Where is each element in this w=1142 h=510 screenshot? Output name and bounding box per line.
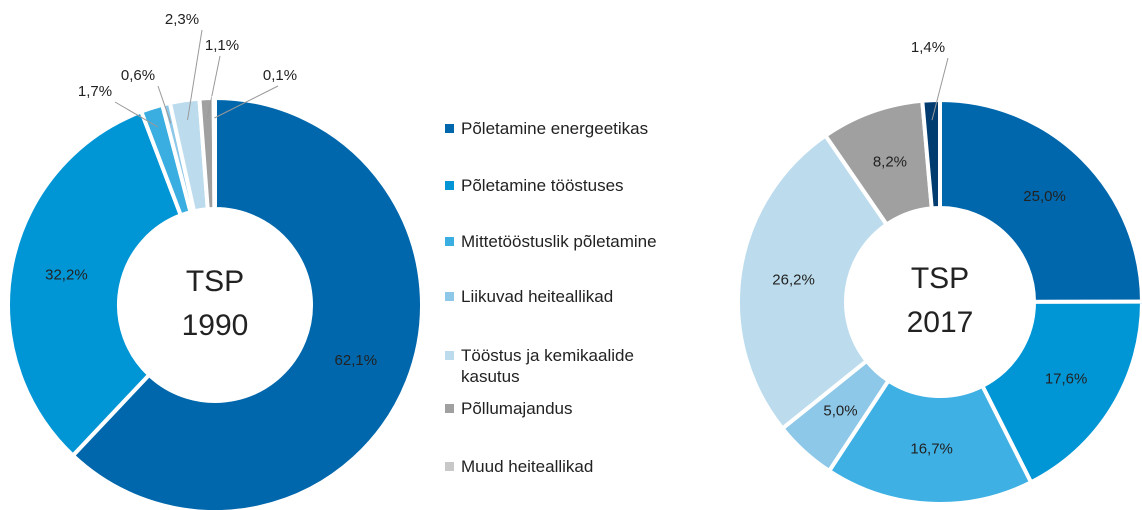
slice — [826, 377, 1034, 506]
value-label: 5,0% — [823, 403, 857, 420]
legend-swatch — [445, 462, 454, 471]
legend-label: Põletamine energeetikas — [461, 119, 649, 138]
leader-line — [157, 85, 172, 124]
value-label: 1,1% — [205, 37, 239, 54]
legend-label: Liikuvad heiteallikad — [461, 287, 614, 306]
legend-swatch — [445, 292, 454, 301]
value-label: 26,2% — [772, 271, 815, 288]
legend-item: Liikuvad heiteallikad — [445, 286, 715, 307]
value-label: 32,2% — [45, 266, 88, 283]
legend-item: Põletamine tööstuses — [445, 175, 715, 196]
center-label: TSP — [911, 262, 969, 295]
slice — [938, 97, 1142, 304]
slice — [211, 95, 217, 212]
leader-line — [114, 101, 159, 128]
legend-label: Mittetööstuslik põletamine — [461, 232, 657, 251]
value-label: 2,3% — [165, 11, 199, 28]
slice — [736, 132, 890, 432]
legend-swatch — [445, 351, 454, 360]
legend-item: Põllumajandus — [445, 398, 715, 419]
value-label: 8,2% — [873, 154, 907, 171]
value-label: 1,7% — [78, 83, 112, 100]
value-label: 16,7% — [910, 441, 953, 458]
legend-swatch — [445, 124, 454, 133]
center-label: TSP — [186, 265, 244, 298]
value-label: 25,0% — [1023, 188, 1066, 205]
leader-line — [214, 85, 279, 119]
value-label: 17,6% — [1045, 370, 1088, 387]
value-label: 62,1% — [335, 352, 378, 369]
legend-label: Tööstus ja kemikaalide kasutus — [461, 346, 634, 386]
slice — [6, 108, 184, 459]
value-label: 0,6% — [121, 67, 155, 84]
legend-item: Põletamine energeetikas — [445, 118, 715, 139]
leader-line — [206, 55, 221, 119]
slice — [70, 95, 424, 510]
center-label: 1990 — [182, 309, 249, 342]
legend-label: Põletamine tööstuses — [461, 176, 624, 195]
value-label: 1,4% — [911, 39, 945, 56]
legend-swatch — [445, 404, 454, 413]
slice — [979, 299, 1142, 486]
center-label: 2017 — [907, 306, 974, 339]
slice — [920, 97, 942, 211]
legend-label: Põllumajandus — [461, 399, 573, 418]
legend-swatch — [445, 237, 454, 246]
legend-item: Tööstus ja kemikaalide kasutus — [445, 345, 715, 387]
legend-item: Mittetööstuslik põletamine — [445, 231, 715, 252]
value-label: 0,1% — [263, 67, 297, 84]
legend-label: Muud heiteallikad — [461, 457, 594, 476]
legend-item: Muud heiteallikad — [445, 456, 715, 477]
leader-line — [931, 57, 949, 121]
leader-line — [187, 29, 203, 121]
legend-swatch — [445, 181, 454, 190]
